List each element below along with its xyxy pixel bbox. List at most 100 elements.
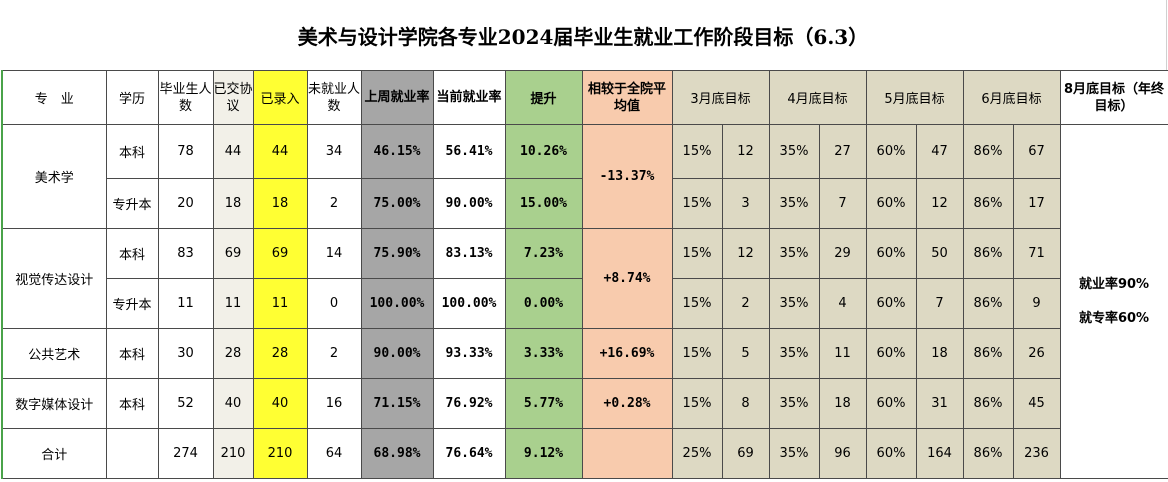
table-row: 专升本 20 18 18 2 75.00% 90.00% 15.00% 15% …	[2, 178, 1168, 229]
signed-cell: 40	[212, 378, 254, 429]
increase-cell: 9.12%	[504, 428, 583, 479]
table-row: 美术学 本科 78 44 44 34 46.15% 56.41% 10.26% …	[1, 124, 1168, 479]
signed-cell: 44	[212, 124, 254, 179]
current-rate-cell: 76.64%	[432, 428, 506, 479]
march-num-cell: 69	[721, 428, 770, 479]
header-year-target: 8月底目标（年终目标）	[1059, 70, 1168, 125]
march-num-cell: 2	[721, 278, 770, 329]
recorded-cell: 69	[252, 228, 308, 279]
table-row: 数字媒体设计 本科 52 40 40 16 71.15% 76.92% 5.77…	[1, 378, 1168, 429]
april-pct-cell: 35%	[768, 378, 820, 429]
unemployed-cell: 0	[306, 278, 362, 329]
june-num-cell: 45	[1012, 378, 1061, 429]
header-april-target: 4月底目标	[768, 70, 867, 125]
major-name: 美术学	[1, 124, 107, 229]
signed-cell: 210	[212, 428, 254, 479]
march-num-cell: 12	[721, 228, 770, 279]
header-signed: 已交协议	[212, 70, 254, 125]
total-label: 合计	[1, 428, 107, 479]
increase-cell: 10.26%	[504, 124, 583, 179]
june-pct-cell: 86%	[962, 228, 1014, 279]
june-num-cell: 67	[1012, 124, 1061, 179]
recorded-cell: 40	[252, 378, 308, 429]
may-num-cell: 47	[915, 124, 964, 179]
header-may-target: 5月底目标	[865, 70, 964, 125]
increase-cell: 7.23%	[504, 228, 583, 279]
degree-cell: 专升本	[105, 178, 159, 229]
year-goal-further-study-rate: 就专率60%	[1078, 310, 1150, 326]
header-last-week-rate: 上周就业率	[360, 70, 434, 125]
grads-cell: 20	[157, 178, 214, 229]
signed-cell: 69	[212, 228, 254, 279]
major-name: 数字媒体设计	[1, 378, 107, 429]
signed-cell: 11	[212, 278, 254, 329]
last-week-rate-cell: 75.90%	[360, 228, 434, 279]
june-pct-cell: 86%	[962, 378, 1014, 429]
march-pct-cell: 25%	[671, 428, 723, 479]
april-pct-cell: 35%	[768, 228, 820, 279]
current-rate-cell: 56.41%	[432, 124, 506, 179]
april-num-cell: 4	[818, 278, 867, 329]
increase-cell: 5.77%	[504, 378, 583, 429]
degree-cell: 专升本	[105, 278, 159, 329]
may-num-cell: 7	[915, 278, 964, 329]
vs-average-cell: -13.37%	[581, 124, 673, 229]
march-num-cell: 12	[721, 124, 770, 179]
may-num-cell: 50	[915, 228, 964, 279]
current-rate-cell: 100.00%	[432, 278, 506, 329]
degree-cell	[105, 428, 159, 479]
header-recorded: 已录入	[252, 70, 308, 125]
current-rate-cell: 83.13%	[432, 228, 506, 279]
april-num-cell: 96	[818, 428, 867, 479]
increase-cell: 0.00%	[504, 278, 583, 329]
grads-cell: 83	[157, 228, 214, 279]
may-pct-cell: 60%	[865, 228, 917, 279]
header-unemployed: 未就业人数	[306, 70, 362, 125]
may-num-cell: 31	[915, 378, 964, 429]
year-goal-cell: 就业率90% 就专率60%	[1059, 124, 1168, 479]
grads-cell: 52	[157, 378, 214, 429]
header-march-target: 3月底目标	[671, 70, 770, 125]
current-rate-cell: 76.92%	[432, 378, 506, 429]
current-rate-cell: 90.00%	[432, 178, 506, 229]
june-pct-cell: 86%	[962, 178, 1014, 229]
march-pct-cell: 15%	[671, 278, 723, 329]
major-name: 视觉传达设计	[1, 228, 107, 329]
last-week-rate-cell: 100.00%	[360, 278, 434, 329]
unemployed-cell: 64	[306, 428, 362, 479]
april-pct-cell: 35%	[768, 124, 820, 179]
june-num-cell: 17	[1012, 178, 1061, 229]
last-week-rate-cell: 46.15%	[360, 124, 434, 179]
may-num-cell: 12	[915, 178, 964, 229]
june-num-cell: 26	[1012, 328, 1061, 379]
march-pct-cell: 15%	[671, 124, 723, 179]
april-num-cell: 29	[818, 228, 867, 279]
april-pct-cell: 35%	[768, 278, 820, 329]
year-goal-employment-rate: 就业率90%	[1078, 276, 1150, 292]
april-pct-cell: 35%	[768, 328, 820, 379]
march-pct-cell: 15%	[671, 378, 723, 429]
june-pct-cell: 86%	[962, 124, 1014, 179]
grads-cell: 274	[157, 428, 214, 479]
april-num-cell: 11	[818, 328, 867, 379]
vs-average-cell: +16.69%	[581, 328, 673, 379]
unemployed-cell: 2	[306, 178, 362, 229]
may-pct-cell: 60%	[865, 178, 917, 229]
header-grads: 毕业生人数	[157, 70, 214, 125]
header-row: 专 业 学历 毕业生人数 已交协议 已录入 未就业人数 上周就业率 当前就业率 …	[1, 70, 1168, 125]
header-current-rate: 当前就业率	[432, 70, 506, 125]
recorded-cell: 210	[252, 428, 308, 479]
june-pct-cell: 86%	[962, 428, 1014, 479]
degree-cell: 本科	[105, 124, 159, 179]
march-pct-cell: 15%	[671, 328, 723, 379]
june-num-cell: 236	[1012, 428, 1061, 479]
june-num-cell: 9	[1012, 278, 1061, 329]
unemployed-cell: 14	[306, 228, 362, 279]
grads-cell: 78	[157, 124, 214, 179]
degree-cell: 本科	[105, 328, 159, 379]
may-pct-cell: 60%	[865, 378, 917, 429]
march-num-cell: 8	[721, 378, 770, 429]
header-vs-average: 相较于全院平均值	[581, 70, 673, 125]
april-num-cell: 18	[818, 378, 867, 429]
header-june-target: 6月底目标	[962, 70, 1061, 125]
